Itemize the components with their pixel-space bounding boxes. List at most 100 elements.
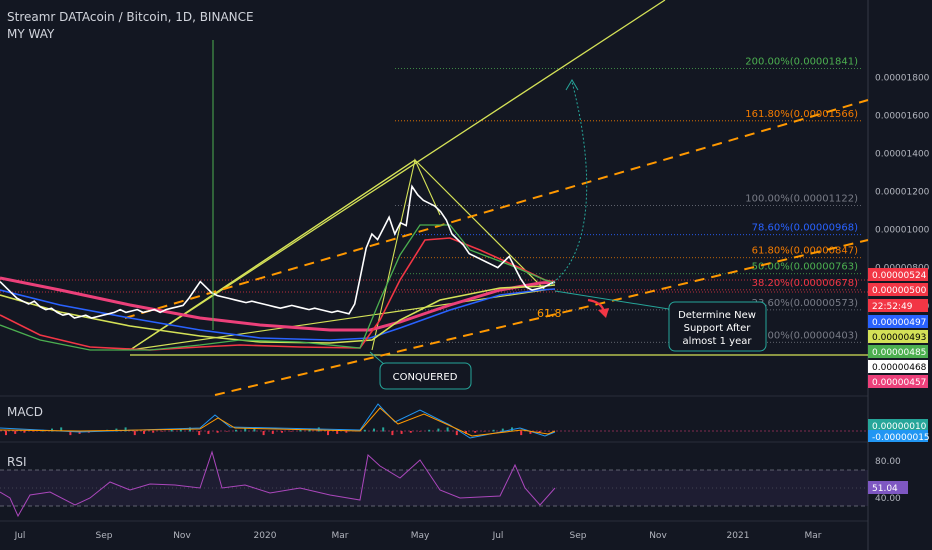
trend-line-upper [129,0,666,351]
signal-line [0,407,556,437]
macd-histogram-bar [51,428,53,432]
time-tick-label: Mar [332,531,349,541]
fib-level-label: 50.00%(0.00000763) [752,262,858,273]
macd-histogram-bar [336,431,339,434]
price-badge-label: 22:52:49 [872,302,913,312]
macd-histogram-bar [474,431,477,433]
callout-connector [369,351,386,366]
rsi-band [0,470,868,506]
macd-histogram-bar [419,431,421,432]
macd-histogram-bar [437,428,440,432]
macd-badge-label: -0.00000015 [872,433,930,443]
projection-arrow-head [565,79,579,91]
macd-histogram-bar [345,431,348,433]
macd-histogram-bar [281,431,283,433]
macd-line [0,403,556,439]
macd-histogram-bar [492,429,495,432]
price-badge-label: 0.00000493 [872,333,926,343]
macd-histogram-bar [14,431,17,434]
price-tick-label: 0.00001200 [875,188,930,198]
macd-histogram-bar [271,431,274,434]
macd-badge [868,419,928,431]
time-tick-label: Jul [14,531,26,541]
price-badge [868,330,928,343]
support-note-text: Determine New [678,310,756,321]
macd-histogram-bar [446,427,449,432]
macd-histogram-bar [216,431,219,433]
macd-badge [868,430,928,442]
macd-histogram-bar [207,431,210,434]
macd-histogram-bar [409,431,412,433]
macd-histogram-bar [501,428,504,432]
price-badge-label: 0.00000485 [872,348,926,358]
rsi-title: RSI [7,455,27,469]
macd-histogram-bar [290,431,293,432]
macd-histogram-bar [5,431,7,436]
macd-histogram-bar [428,429,431,432]
macd-histogram-bar [69,431,72,436]
macd-histogram-bar [170,429,173,432]
fib-618-label: 61.8 [537,307,562,320]
macd-title: MACD [7,405,43,419]
support-note-text: Support After [684,323,752,334]
time-tick-label: Mar [805,531,822,541]
macd-badge-label: 0.00000010 [872,422,927,432]
time-tick-label: Jul [492,531,504,541]
price-badge-label: 0.00000468 [872,363,927,373]
time-tick-label: Sep [96,531,113,541]
macd-histogram-bar [391,431,394,436]
macd-histogram-bar [455,431,458,436]
fib-level-label: 100.00%(0.00001122) [745,193,858,204]
macd-histogram-bar [547,431,550,432]
time-tick-label: Nov [649,531,667,541]
fib-level-label: 38.20%(0.00000678) [752,278,858,289]
fib-level-label: 200.00%(0.00001841) [745,56,858,67]
macd-histogram-bar [373,428,375,432]
macd-histogram-bar [244,428,247,432]
time-tick-label: Sep [570,531,587,541]
down-arrow-head [598,308,609,318]
price-badge [868,268,928,281]
price-tick-label: 0.00001400 [875,149,930,159]
macd-histogram-bar [262,431,265,436]
macd-histogram-bar [143,431,145,434]
macd-histogram-bar [179,428,182,432]
author-label: MY WAY [7,27,55,41]
macd-histogram-bar [23,431,26,433]
macd-histogram-bar [124,427,127,432]
macd-histogram-bar [161,431,164,432]
price-series [0,184,556,319]
macd-histogram-bar [327,431,329,436]
price-badge-label: 0.00000500 [872,286,927,296]
price-tick-label: 0.00001000 [875,226,930,236]
ma-blue [0,288,556,341]
price-badge-label: 0.00000457 [872,378,926,388]
macd-histogram-bar [32,431,35,432]
rsi-value-label: 51.04 [872,484,898,494]
price-tick-label: 0.00001600 [875,111,930,121]
support-note-text: almost 1 year [683,336,753,347]
price-badge [868,299,928,312]
macd-histogram-bar [253,427,256,432]
fib-level-label: 161.80%(0.00001566) [745,109,858,120]
callout-connector [554,290,676,311]
ma-yellow [0,284,556,344]
conquered-label: CONQUERED [393,372,458,383]
macd-histogram-bar [299,429,302,432]
price-badge [868,360,928,373]
fib-level-label: 61.80%(0.00000847) [752,246,858,257]
price-badge-label: 0.00000524 [872,271,927,281]
macd-histogram-bar [529,431,532,434]
macd-histogram-bar [465,431,467,434]
price-badge [868,375,928,388]
price-tick-label: 0.00001800 [875,73,930,83]
chart-title: Streamr DATAcoin / Bitcoin, 1D, BINANCE [7,10,254,24]
ma-pink [0,276,556,332]
macd-histogram-bar [483,431,486,432]
time-tick-label: 2021 [727,531,750,541]
macd-histogram-bar [400,431,403,434]
price-badge [868,315,928,328]
conquered-box [379,362,472,390]
